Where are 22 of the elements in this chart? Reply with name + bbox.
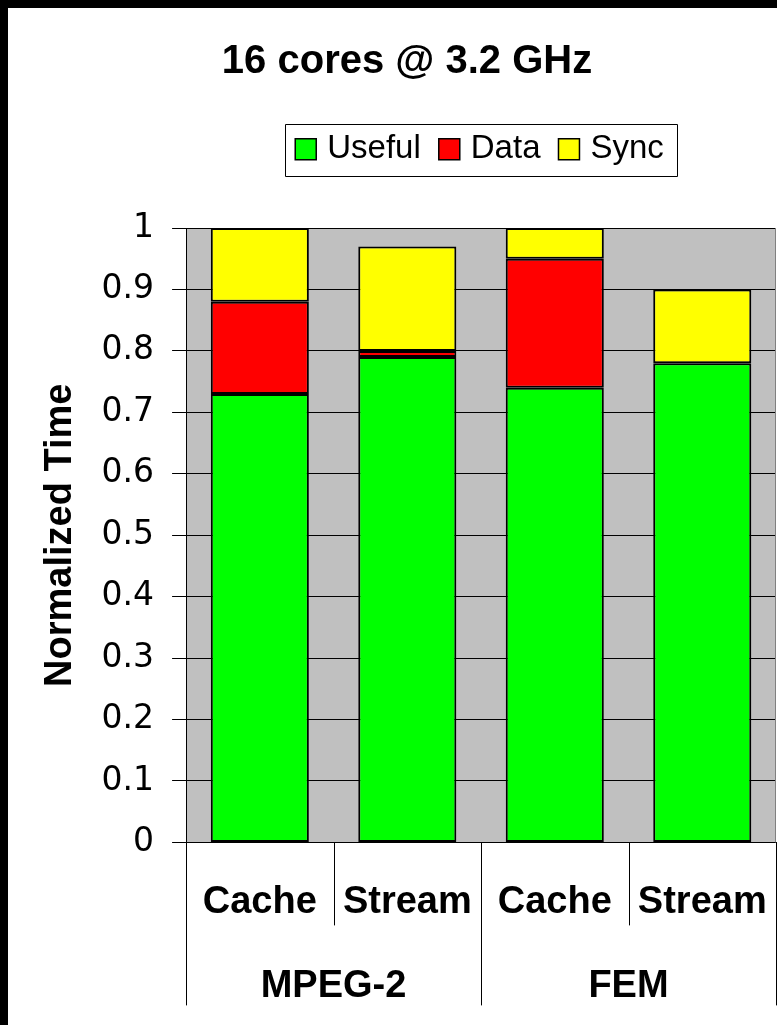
y-tick-label: 0.2 xyxy=(101,697,155,737)
text: FEM xyxy=(588,963,669,1006)
y-tick-label: 0.9 xyxy=(101,267,155,307)
y-tick-label: 0.6 xyxy=(101,451,155,491)
y-tick-label: 0.4 xyxy=(101,574,155,614)
y-tick-label: 0.5 xyxy=(101,512,155,552)
y-tick-label: 0.7 xyxy=(101,389,155,429)
y-tick-label: 0.8 xyxy=(101,328,155,368)
legend-label: Sync xyxy=(590,128,664,166)
x-tick-label: Cache xyxy=(202,878,317,921)
y-tick-label: 0.1 xyxy=(101,758,155,798)
legend-label: Data xyxy=(470,128,542,166)
x-tick-label: Stream xyxy=(637,878,767,921)
y-tick-label: 0.3 xyxy=(101,635,155,675)
legend-label: Useful xyxy=(327,128,421,166)
x-tick-label: Stream xyxy=(342,878,472,921)
chart-title: 16 cores @ 3.2 GHz xyxy=(221,36,593,81)
x-tick-label: Cache xyxy=(497,878,612,921)
text: MPEG-2 xyxy=(260,963,407,1006)
y-tick-label: 0 xyxy=(133,819,155,859)
y-tick-label: 1 xyxy=(133,205,155,245)
y-axis-title: Normalized Time xyxy=(37,383,80,687)
